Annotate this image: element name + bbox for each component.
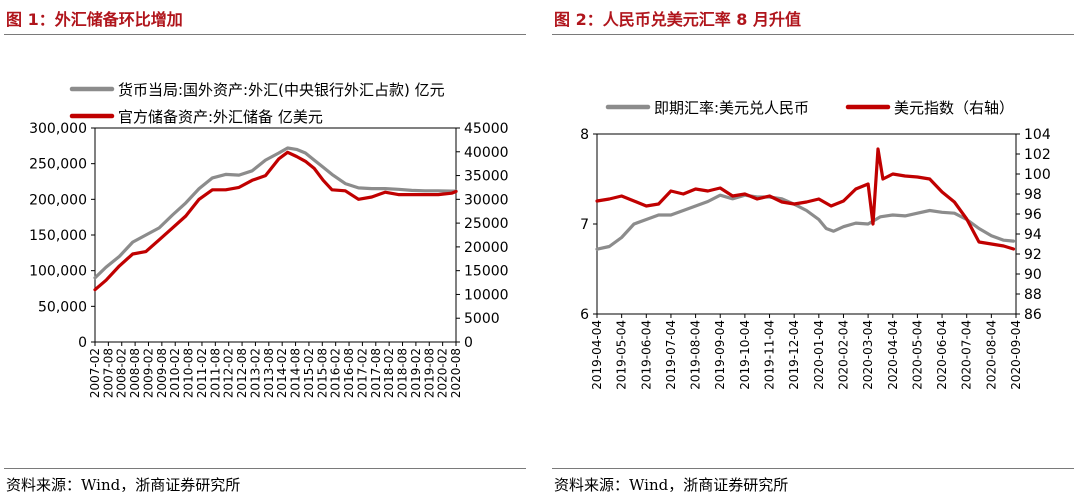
left-xtick-label: 2012-02: [222, 348, 236, 398]
left-xtick-label: 2013-02: [248, 348, 262, 398]
right-xtick-label: 2020-08-04: [984, 320, 998, 390]
left-xtick-label: 2020-08: [449, 348, 463, 398]
left-chart-svg: 0 50,000 100,000 150,000 200,000 250,000 300,0…: [29, 81, 509, 398]
left-xtick-label: 2008-02: [115, 348, 129, 398]
left-ytick-left-label: 50,000: [38, 299, 87, 315]
right-xtick-label: 2020-02-04: [836, 320, 850, 390]
left-ytick-right-label: 20000: [464, 240, 509, 256]
left-ytick-right-label: 30000: [464, 192, 509, 208]
left-xtick-label: 2014-02: [275, 348, 289, 398]
right-xtick-label: 2019-09-04: [713, 320, 727, 390]
right-xtick-label: 2020-04-04: [886, 320, 900, 390]
left-xtick-label: 2018-02: [382, 348, 396, 398]
left-xtick-label: 2019-08: [422, 348, 436, 398]
left-ytick-left-label: 300,000: [29, 121, 87, 137]
left-xtick-label: 2011-08: [208, 348, 222, 398]
left-xtick-label: 2019-02: [409, 348, 423, 398]
right-series-line-2: [595, 147, 1016, 251]
right-title-divider: [552, 34, 1074, 35]
right-legend-label-1: 即期汇率:美元兑人民币: [654, 99, 809, 117]
right-xtick-label: 2019-06-04: [639, 320, 653, 390]
left-xtick-label: 2010-02: [168, 348, 182, 398]
right-ytick-right-label: 104: [1024, 127, 1051, 143]
left-title-divider: [4, 34, 526, 35]
right-ytick-right-label: 98: [1024, 187, 1042, 203]
right-source-divider: [552, 468, 1074, 469]
left-xtick-label: 2011-02: [195, 348, 209, 398]
left-ytick-right-label: 25000: [464, 216, 509, 232]
left-xtick-label: 2008-08: [128, 348, 142, 398]
left-source-note: 资料来源：Wind，浙商证券研究所: [6, 476, 241, 494]
right-xtick-label: 2019-11-04: [763, 320, 777, 390]
left-xtick-label: 2017-08: [369, 348, 383, 398]
left-xtick-label: 2013-08: [262, 348, 276, 398]
right-ytick-right-label: 90: [1024, 267, 1042, 283]
left-xtick-label: 2017-02: [355, 348, 369, 398]
left-ytick-right-label: 5000: [464, 311, 500, 327]
left-xtick-label: 2018-08: [396, 348, 410, 398]
left-ytick-right-label: 45000: [464, 121, 509, 137]
left-ytick-left-label: 150,000: [29, 228, 87, 244]
left-xtick-label: 2009-08: [155, 348, 169, 398]
right-xtick-label: 2020-09-04: [1009, 320, 1023, 390]
right-ytick-right-label: 102: [1024, 147, 1051, 163]
right-chart-title: 图 2：人民币兑美元汇率 8 月升值: [554, 10, 801, 29]
left-ytick-left-label: 0: [78, 335, 87, 351]
left-ytick-right-label: 40000: [464, 145, 509, 161]
right-xtick-label: 2020-06-04: [935, 320, 949, 390]
right-ytick-right-label: 96: [1024, 207, 1042, 223]
left-xtick-label: 2014-08: [289, 348, 303, 398]
right-xtick-label: 2019-12-04: [787, 320, 801, 390]
right-xtick-label: 2019-04-04: [590, 320, 604, 390]
right-ytick-right-label: 100: [1024, 167, 1051, 183]
right-ytick-right-label: 92: [1024, 247, 1042, 263]
left-xtick-label: 2012-08: [235, 348, 249, 398]
left-xtick-label: 2007-02: [88, 348, 102, 398]
right-xtick-label: 2019-05-04: [615, 320, 629, 390]
right-plot-frame: [596, 133, 1017, 315]
right-series-line-1: [595, 193, 1016, 251]
left-legend-label-1: 货币当局:国外资产:外汇(中央银行外汇占款) 亿元: [118, 81, 445, 99]
right-xtick-label: 2020-01-04: [812, 320, 826, 390]
left-ytick-left-label: 200,000: [29, 192, 87, 208]
right-xtick-label: 2020-07-04: [960, 320, 974, 390]
left-xtick-label: 2009-02: [141, 348, 155, 398]
right-ytick-left-label: 7: [580, 217, 589, 233]
right-xtick-label: 2020-05-04: [910, 320, 924, 390]
left-xtick-label: 2016-02: [329, 348, 343, 398]
left-series-line-1: [93, 146, 458, 280]
left-chart-title: 图 1：外汇储备环比增加: [6, 10, 183, 29]
right-xtick-label: 2019-08-04: [689, 320, 703, 390]
left-ytick-left-label: 250,000: [29, 157, 87, 173]
right-xtick-label: 2020-03-04: [861, 320, 875, 390]
right-xtick-label: 2019-07-04: [664, 320, 678, 390]
right-chart-panel: 图 2：人民币兑美元汇率 8 月升值 6 7 8 86 88 90 92 94 96 98 100 1…: [552, 0, 1078, 501]
left-ytick-left-label: 100,000: [29, 264, 87, 280]
right-ytick-right-label: 88: [1024, 287, 1042, 303]
left-ytick-right-label: 0: [464, 335, 473, 351]
left-xtick-label: 2010-08: [182, 348, 196, 398]
right-source-note: 资料来源：Wind，浙商证券研究所: [554, 476, 789, 494]
left-xtick-label: 2020-02: [436, 348, 450, 398]
right-ytick-right-label: 94: [1024, 227, 1042, 243]
left-series-line-2: [93, 150, 458, 292]
left-legend-label-2: 官方储备资产:外汇储备 亿美元: [118, 108, 323, 126]
right-xtick-label: 2019-10-04: [738, 320, 752, 390]
right-chart-svg: 6 7 8 86 88 90 92 94 96 98 100 102 104 2019-04-04 2019…: [580, 99, 1051, 390]
right-ytick-left-label: 6: [580, 307, 589, 323]
left-ytick-right-label: 15000: [464, 264, 509, 280]
left-chart-panel: 图 1：外汇储备环比增加 0 50,000 100,000 150,000 200,00…: [4, 0, 530, 501]
left-ytick-right-label: 10000: [464, 287, 509, 303]
right-legend-label-2: 美元指数（右轴）: [894, 99, 1014, 117]
left-xtick-label: 2015-02: [302, 348, 316, 398]
left-xtick-label: 2016-08: [342, 348, 356, 398]
left-xtick-label: 2007-08: [101, 348, 115, 398]
left-source-divider: [4, 468, 526, 469]
left-ytick-right-label: 35000: [464, 169, 509, 185]
right-ytick-right-label: 86: [1024, 307, 1042, 323]
left-xtick-label: 2015-08: [315, 348, 329, 398]
right-ytick-left-label: 8: [580, 127, 589, 143]
